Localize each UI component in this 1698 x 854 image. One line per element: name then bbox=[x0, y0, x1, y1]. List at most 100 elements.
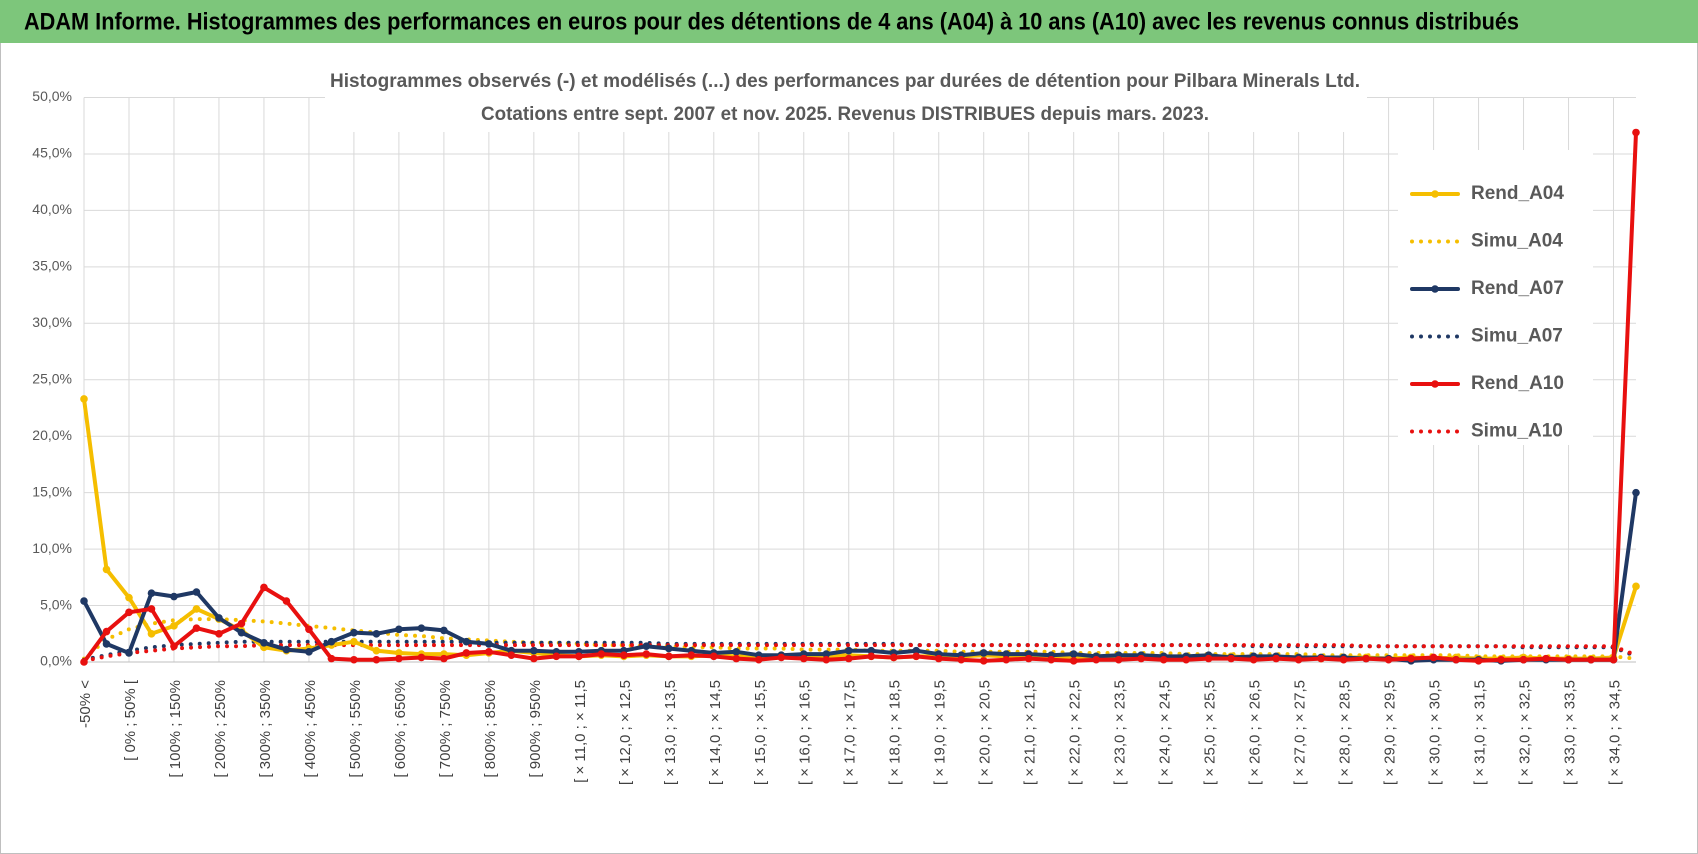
x-tick-label: [ 100% ; 150% bbox=[167, 680, 184, 778]
x-tick-label: [ 0% ; 50% [ bbox=[122, 679, 139, 761]
legend-label: Simu_A04 bbox=[1471, 231, 1563, 252]
point-marker bbox=[709, 652, 718, 661]
x-tick-label: [ × 28,0 ; × 28,5 bbox=[1337, 680, 1354, 785]
point-marker bbox=[1137, 654, 1145, 663]
point-marker bbox=[934, 654, 943, 663]
point-marker bbox=[1474, 657, 1483, 665]
point-marker bbox=[485, 640, 493, 648]
point-marker bbox=[1317, 654, 1325, 663]
point-marker bbox=[665, 644, 673, 653]
point-marker bbox=[1024, 654, 1033, 663]
point-marker bbox=[1542, 654, 1550, 663]
x-tick-label: [ × 13,0 ; × 13,5 bbox=[662, 680, 679, 785]
point-marker bbox=[1069, 657, 1078, 665]
point-marker bbox=[1272, 654, 1280, 663]
point-marker bbox=[1114, 655, 1123, 664]
point-marker bbox=[440, 654, 448, 663]
point-marker bbox=[1407, 654, 1415, 663]
x-tick-label: [ 900% ; 950% bbox=[527, 680, 544, 778]
x-tick-label: [ × 20,0 ; × 20,5 bbox=[977, 680, 994, 785]
point-marker bbox=[867, 652, 876, 661]
point-marker bbox=[1384, 655, 1393, 664]
point-marker bbox=[957, 655, 966, 664]
point-marker bbox=[1294, 655, 1303, 664]
chart-title: Histogrammes observés (-) et modélisés (… bbox=[330, 71, 1360, 92]
x-tick-label: [ × 17,0 ; × 17,5 bbox=[842, 680, 859, 785]
y-tick-label: 20,0% bbox=[32, 427, 72, 443]
point-marker bbox=[192, 624, 201, 632]
y-tick-label: 40,0% bbox=[32, 201, 72, 217]
point-marker bbox=[642, 642, 651, 650]
point-marker bbox=[327, 654, 336, 663]
point-marker bbox=[260, 583, 268, 592]
point-marker bbox=[867, 646, 876, 655]
point-marker bbox=[754, 655, 763, 664]
x-tick-label: [ × 19,0 ; × 19,5 bbox=[932, 680, 949, 785]
legend-label: Rend_A07 bbox=[1471, 278, 1564, 299]
x-tick-label: [ 300% ; 350% bbox=[257, 680, 274, 778]
point-marker bbox=[1362, 654, 1370, 663]
point-marker bbox=[1339, 655, 1348, 664]
point-marker bbox=[260, 639, 268, 647]
point-marker bbox=[372, 629, 381, 638]
point-marker bbox=[192, 605, 201, 613]
x-tick-label: [ × 27,0 ; × 27,5 bbox=[1292, 680, 1309, 785]
legend-marker bbox=[1431, 380, 1439, 388]
point-marker bbox=[395, 654, 403, 663]
x-tick-label: [ 700% ; 750% bbox=[437, 680, 454, 778]
x-tick-label: [ × 16,0 ; × 16,5 bbox=[797, 680, 814, 785]
point-marker bbox=[125, 608, 133, 617]
x-tick-label: [ 600% ; 650% bbox=[392, 680, 409, 778]
legend-marker bbox=[1431, 190, 1439, 198]
point-marker bbox=[732, 654, 741, 663]
point-marker bbox=[237, 628, 246, 637]
point-marker bbox=[395, 625, 403, 634]
y-tick-label: 0,0% bbox=[40, 653, 72, 669]
x-tick-label: [ × 21,0 ; × 21,5 bbox=[1022, 680, 1039, 785]
point-marker bbox=[979, 657, 988, 665]
x-tick-label: -50% < bbox=[77, 680, 94, 728]
point-marker bbox=[732, 648, 741, 656]
legend-marker bbox=[1431, 285, 1439, 293]
point-marker bbox=[305, 648, 313, 656]
x-tick-label: [ × 23,0 ; × 23,5 bbox=[1112, 680, 1129, 785]
x-tick-label: [ × 25,0 ; × 25,5 bbox=[1202, 680, 1219, 785]
point-marker bbox=[102, 640, 111, 648]
point-marker bbox=[1047, 655, 1055, 664]
x-tick-label: [ × 15,0 ; × 15,5 bbox=[752, 680, 769, 785]
point-marker bbox=[620, 651, 628, 660]
point-marker bbox=[125, 649, 133, 657]
point-marker bbox=[822, 655, 831, 664]
point-marker bbox=[485, 648, 493, 656]
point-marker bbox=[1204, 654, 1213, 663]
point-marker bbox=[1002, 655, 1011, 664]
x-tick-label: [ × 26,0 ; × 26,5 bbox=[1247, 680, 1264, 785]
point-marker bbox=[282, 597, 291, 605]
model-line bbox=[82, 617, 1638, 661]
point-marker bbox=[170, 592, 178, 601]
point-marker bbox=[1632, 488, 1640, 497]
point-marker bbox=[1159, 655, 1168, 664]
y-tick-label: 25,0% bbox=[32, 370, 72, 386]
point-marker bbox=[80, 658, 88, 666]
point-marker bbox=[350, 655, 358, 664]
y-tick-label: 5,0% bbox=[40, 596, 72, 612]
point-marker bbox=[530, 646, 538, 655]
point-marker bbox=[170, 622, 178, 630]
point-marker bbox=[215, 614, 223, 622]
legend-label: Simu_A07 bbox=[1471, 326, 1563, 347]
header-bar bbox=[0, 0, 1698, 43]
point-marker bbox=[1182, 655, 1190, 664]
point-marker bbox=[1002, 650, 1011, 658]
legend-label: Rend_A04 bbox=[1471, 183, 1564, 204]
point-marker bbox=[327, 637, 336, 646]
point-marker bbox=[417, 653, 426, 662]
point-marker bbox=[1519, 655, 1528, 664]
legend-label: Rend_A10 bbox=[1471, 373, 1564, 394]
point-marker bbox=[1227, 654, 1235, 663]
point-marker bbox=[147, 589, 156, 597]
x-tick-label: [ × 12,0 ; × 12,5 bbox=[617, 680, 634, 785]
point-marker bbox=[530, 654, 538, 663]
x-tick-label: [ × 31,0 ; × 31,5 bbox=[1472, 680, 1489, 785]
